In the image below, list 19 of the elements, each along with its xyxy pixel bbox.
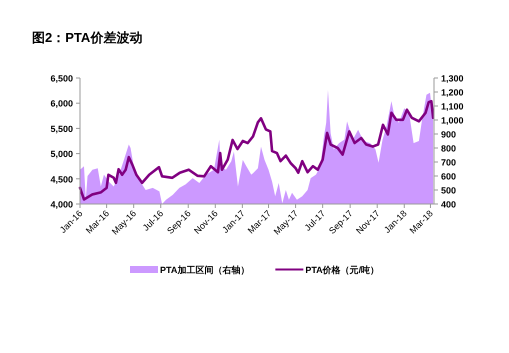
y-tick-label: 6,000 [50,98,73,109]
y2-tick-label: 1,100 [441,102,464,112]
legend-label: PTA价格（元/吨） [305,265,380,275]
y2-tick-label: 600 [441,172,456,182]
y-tick-label: 6,500 [50,74,73,84]
y2-tick-label: 800 [441,144,456,154]
y-tick-label: 4,000 [50,200,73,210]
y2-tick-label: 900 [441,130,456,140]
y2-tick-label: 400 [441,200,456,210]
legend-label: PTA加工区间（右轴） [160,265,250,275]
y2-tick-label: 1,300 [441,74,464,84]
y2-tick-label: 1,200 [441,88,464,98]
y-tick-label: 5,000 [50,149,73,160]
y-tick-label: 4,500 [50,174,73,184]
y2-tick-label: 700 [441,158,456,168]
y2-tick-label: 500 [441,186,456,196]
chart-title: 图2：PTA价差波动 [32,30,142,45]
y-tick-label: 5,500 [50,124,73,134]
y2-tick-label: 1,000 [441,116,464,126]
